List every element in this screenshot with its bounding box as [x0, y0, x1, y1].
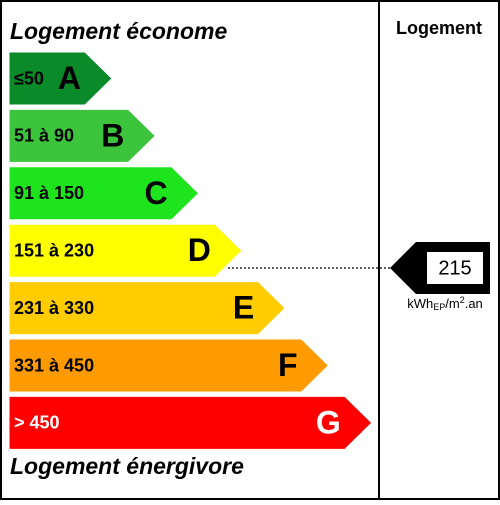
- class-range: 331 à 450: [14, 355, 94, 375]
- class-letter: G: [316, 404, 341, 440]
- class-bar: [8, 108, 157, 163]
- class-bar: [8, 223, 243, 278]
- class-bar: [8, 281, 286, 336]
- unit-sub: EP: [433, 302, 445, 312]
- indicator-box: [427, 252, 483, 284]
- class-range: 51 à 90: [14, 126, 74, 146]
- indicator-value: 215: [438, 257, 471, 279]
- class-bar: [8, 166, 200, 221]
- class-bar: [8, 51, 113, 106]
- class-letter: D: [188, 232, 211, 268]
- class-letter: E: [233, 290, 254, 326]
- unit-prefix: kWh: [407, 296, 433, 311]
- class-range: > 450: [14, 413, 60, 433]
- class-range: 231 à 330: [14, 298, 94, 318]
- unit-suffix: .an: [465, 296, 483, 311]
- column-title: Logement: [396, 18, 482, 38]
- class-range: ≤50: [14, 68, 44, 88]
- class-range: 151 à 230: [14, 240, 94, 260]
- class-letter: C: [144, 175, 167, 211]
- unit-mid: /m: [445, 296, 459, 311]
- header-top: Logement économe: [10, 18, 227, 44]
- class-letter: A: [58, 60, 81, 96]
- header-bottom: Logement énergivore: [10, 453, 244, 479]
- class-bar: [8, 395, 373, 450]
- class-letter: B: [101, 117, 124, 153]
- unit-sup: 2: [460, 295, 465, 305]
- indicator-unit: kWhEP/m2.an: [407, 295, 483, 312]
- class-letter: F: [278, 347, 298, 383]
- class-range: 91 à 150: [14, 183, 84, 203]
- class-bar: [8, 338, 330, 393]
